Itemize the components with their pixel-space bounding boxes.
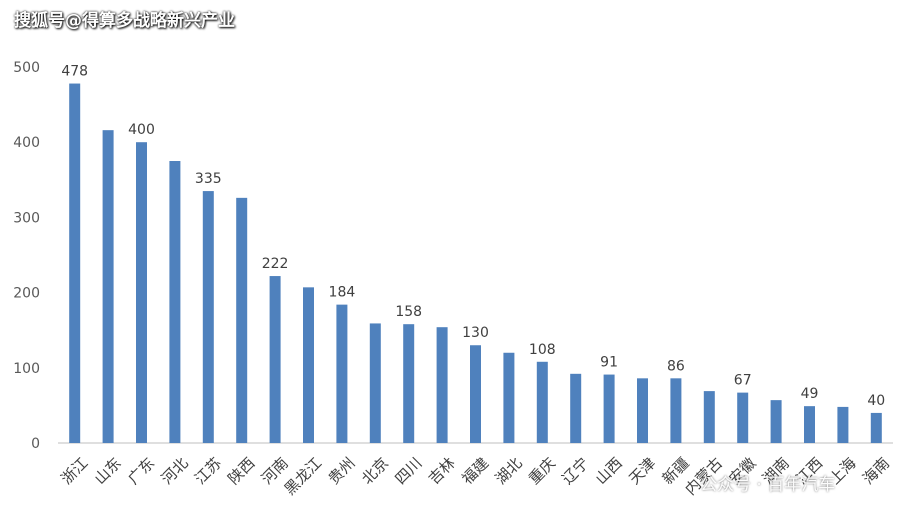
bar: [236, 197, 248, 443]
bar: [804, 406, 815, 443]
x-tick-label: 陕西: [224, 454, 258, 488]
bar: [470, 345, 481, 443]
x-tick-label: 山西: [592, 454, 626, 488]
data-labels: 478 400 335 222 184 158 130 108 91 86 67 49 40: [61, 64, 885, 409]
bars: [69, 83, 882, 443]
x-tick-label: 江苏: [191, 454, 225, 488]
bar: [670, 378, 682, 443]
bar: [436, 327, 448, 443]
bar: [737, 392, 749, 443]
x-tick-label: 福建: [458, 454, 492, 488]
y-tick-label: 500: [13, 60, 40, 76]
bar: [269, 276, 281, 443]
bar: [336, 304, 348, 443]
data-label: 184: [329, 285, 356, 301]
data-label: 130: [462, 325, 489, 341]
bar: [369, 323, 381, 443]
data-label: 40: [867, 393, 885, 409]
data-label: 91: [600, 355, 618, 371]
data-label: 108: [529, 342, 556, 358]
bar: [169, 161, 181, 443]
bar: [603, 374, 615, 443]
x-tick-label: 辽宁: [558, 454, 592, 488]
bar: [69, 83, 81, 443]
bar: [703, 391, 715, 443]
y-tick-label: 300: [13, 210, 40, 226]
data-label: 158: [395, 304, 422, 320]
bar: [637, 378, 648, 443]
bar: [536, 361, 548, 443]
x-tick-label: 重庆: [525, 454, 559, 488]
x-tick-label: 浙江: [57, 454, 91, 488]
bar: [102, 130, 114, 443]
data-label: 400: [128, 122, 155, 138]
x-tick-label: 贵州: [325, 454, 359, 488]
watermark-top: 搜狐号@得算多战略新兴产业: [14, 11, 235, 31]
y-tick-label: 100: [13, 361, 40, 377]
bar: [403, 324, 415, 443]
x-tick-label: 黑龙江: [281, 454, 326, 499]
x-tick-label: 山东: [91, 454, 125, 488]
data-label: 222: [262, 256, 289, 272]
bar: [570, 373, 582, 443]
y-tick-label: 400: [13, 135, 40, 151]
bar: [136, 142, 147, 443]
data-label: 335: [195, 171, 222, 187]
data-label: 67: [734, 373, 752, 389]
data-label: 86: [667, 358, 685, 374]
data-label: 478: [61, 64, 88, 80]
bar: [303, 287, 314, 443]
bar: [202, 191, 214, 443]
x-tick-label: 海南: [859, 454, 893, 488]
bar: [770, 400, 782, 443]
watermark-bottom: 公众号 · 百年汽车: [700, 475, 836, 495]
x-tick-label: 河北: [158, 454, 192, 488]
bar: [837, 406, 849, 443]
x-tick-label: 广东: [124, 454, 158, 488]
bar: [870, 412, 882, 443]
x-tick-label: 吉林: [425, 454, 459, 488]
data-label: 49: [801, 386, 819, 402]
x-tick-label: 湖北: [492, 454, 526, 488]
x-tick-label: 北京: [358, 454, 392, 488]
bar: [503, 352, 515, 443]
y-tick-label: 200: [13, 286, 40, 302]
y-axis-ticks: 0 100 200 300 400 500: [13, 60, 40, 452]
x-tick-label: 天津: [625, 454, 659, 488]
x-tick-label: 四川: [391, 454, 425, 488]
y-tick-label: 0: [31, 436, 40, 452]
